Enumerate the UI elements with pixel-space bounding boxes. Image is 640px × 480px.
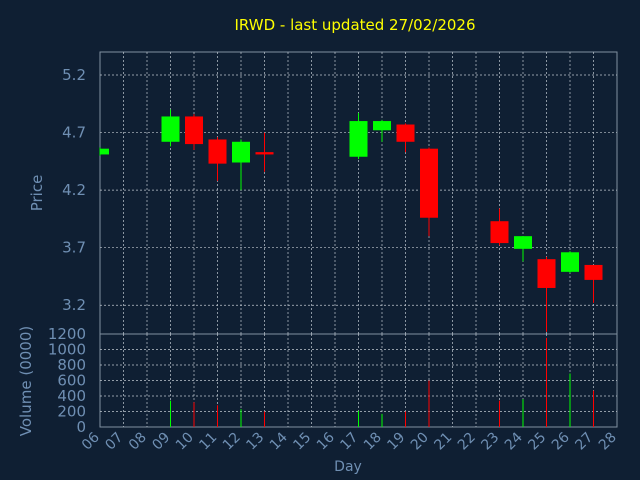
price-tick-labels: 3.2 3.7 4.2 4.7 5.2 xyxy=(62,66,86,314)
candle-body xyxy=(561,252,579,272)
candle-body xyxy=(490,221,509,244)
x-tick-label: 10 xyxy=(173,430,197,454)
x-tick-label: 11 xyxy=(196,430,220,454)
x-tick-label: 28 xyxy=(596,430,620,454)
x-axis-label: Day xyxy=(334,459,362,475)
candle-body xyxy=(396,124,415,142)
x-tick-label: 17 xyxy=(337,430,361,454)
candle-body xyxy=(232,141,250,163)
x-tick-label: 07 xyxy=(102,430,126,454)
x-tick-label: 25 xyxy=(525,430,549,454)
candle-body xyxy=(161,116,180,142)
volume-axis-label: Volume (0000) xyxy=(17,326,35,436)
x-tick-label: 15 xyxy=(290,430,314,454)
volume-tick-label: 0 xyxy=(76,418,86,436)
volume-tick-label: 800 xyxy=(57,356,86,374)
chart-title: IRWD - last updated 27/02/2026 xyxy=(235,16,476,34)
candles xyxy=(99,109,603,332)
x-tick-label: 26 xyxy=(549,429,573,453)
candle-body xyxy=(373,121,391,131)
candle-body xyxy=(208,139,227,164)
volume-tick-label: 600 xyxy=(57,372,86,390)
x-tick-label: 22 xyxy=(455,430,479,454)
x-tick-label: 20 xyxy=(408,430,432,454)
x-tick-label: 18 xyxy=(361,430,385,454)
volume-bars xyxy=(170,337,594,427)
candle-body xyxy=(349,121,368,157)
price-tick-label: 4.7 xyxy=(62,124,86,142)
x-tick-label: 12 xyxy=(220,430,244,454)
candle-body xyxy=(514,236,532,249)
grid-lines xyxy=(100,52,617,427)
volume-tick-label: 1000 xyxy=(48,341,86,359)
x-tick-label: 23 xyxy=(478,430,502,454)
price-tick-label: 3.7 xyxy=(62,239,86,257)
x-tick-label: 08 xyxy=(126,430,150,454)
candle-body xyxy=(255,152,274,155)
x-tick-label: 09 xyxy=(149,430,173,454)
x-tick-label: 19 xyxy=(384,430,408,454)
candle-body xyxy=(537,259,556,288)
candle-body xyxy=(185,116,203,145)
x-tick-label: 24 xyxy=(502,429,526,453)
price-tick-label: 5.2 xyxy=(62,66,86,84)
y-axis-label: Price xyxy=(28,175,46,212)
x-tick-labels: 06 07 08 09 10 11 12 13 14 15 16 17 18 19 20 21 22 23 24 25… xyxy=(79,429,620,453)
x-tick-label: 21 xyxy=(431,430,455,454)
candle-body xyxy=(584,264,603,280)
candle-body xyxy=(100,148,109,155)
volume-tick-label: 400 xyxy=(57,387,86,405)
volume-tick-label: 200 xyxy=(57,403,86,421)
x-tick-label: 13 xyxy=(243,430,267,454)
price-tick-label: 3.2 xyxy=(62,296,86,314)
x-tick-label: 14 xyxy=(267,429,291,453)
volume-tick-label: 1200 xyxy=(48,325,86,343)
candle-body xyxy=(420,148,438,218)
x-tick-label: 16 xyxy=(314,429,338,453)
x-tick-label: 27 xyxy=(572,430,596,454)
price-tick-label: 4.2 xyxy=(62,181,86,199)
